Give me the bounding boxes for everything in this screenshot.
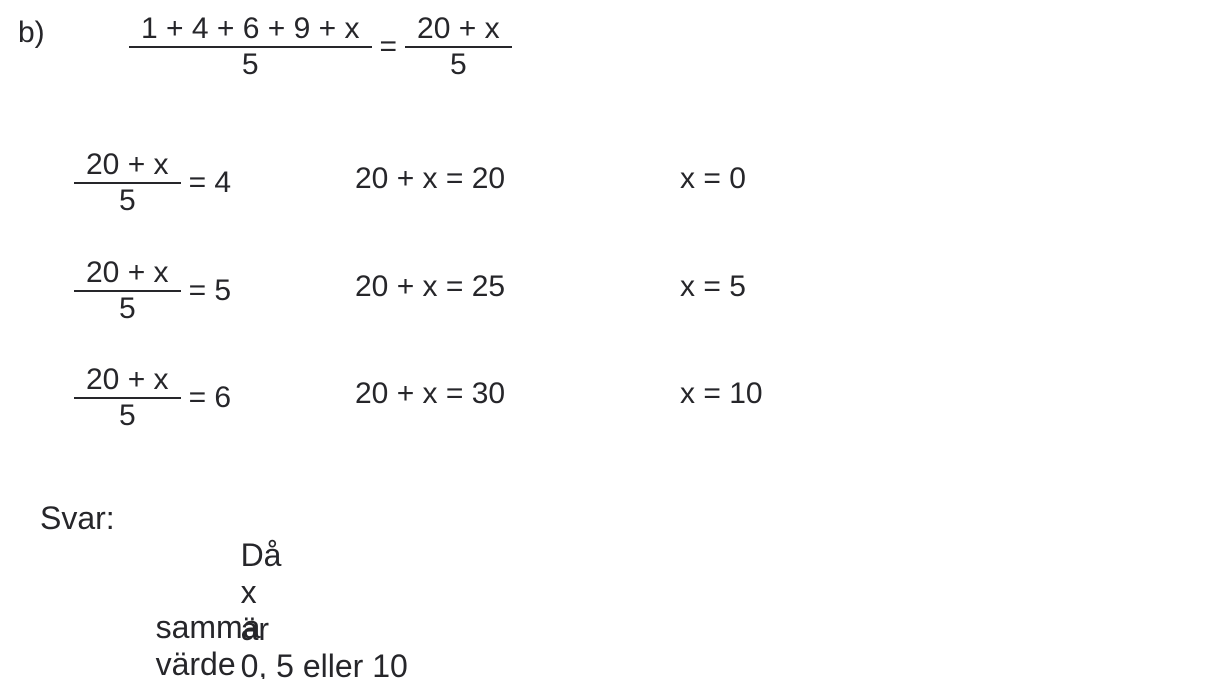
mean-rhs-numerator: 20 + x: [411, 14, 506, 46]
case-solution: x = 5: [680, 270, 746, 304]
case-step: 20 + x = 20: [355, 162, 505, 196]
case-frac-numerator: 20 + x: [80, 258, 175, 290]
case-fraction: 20 + x5 = 6: [80, 365, 231, 431]
mean-expression: 1 + 4 + 6 + 9 + x 5 = 20 + x 5: [135, 14, 506, 80]
case-frac-denominator: 5: [74, 290, 181, 324]
case-frac-denominator: 5: [74, 182, 181, 216]
case-solution: x = 0: [680, 162, 746, 196]
answer-word: värde: [156, 646, 236, 679]
answer-label: Svar:: [40, 500, 115, 537]
case-step: 20 + x = 30: [355, 377, 505, 411]
case-frac-equals: = 5: [189, 274, 232, 308]
answer-word: samma: [156, 609, 261, 645]
case-frac-numerator: 20 + x: [80, 150, 175, 182]
case-fraction: 20 + x5 = 4: [80, 150, 231, 216]
case-frac-equals: = 4: [189, 166, 232, 200]
case-frac-numerator: 20 + x: [80, 365, 175, 397]
case-fraction-inner: 20 + x5: [80, 150, 175, 216]
equals-sign: =: [380, 30, 398, 64]
mean-rhs-denominator: 5: [405, 46, 512, 80]
answer-word: Då: [241, 537, 282, 573]
answer-line-2: samma värde på median och medelvärde: [120, 572, 497, 679]
case-frac-denominator: 5: [74, 397, 181, 431]
mean-fraction-lhs: 1 + 4 + 6 + 9 + x 5: [135, 14, 366, 80]
case-step: 20 + x = 25: [355, 270, 505, 304]
case-solution: x = 10: [680, 377, 763, 411]
problem-label: b): [18, 16, 45, 50]
case-frac-equals: = 6: [189, 381, 232, 415]
mean-fraction-rhs: 20 + x 5: [411, 14, 506, 80]
case-fraction-inner: 20 + x5: [80, 258, 175, 324]
case-fraction: 20 + x5 = 5: [80, 258, 231, 324]
case-fraction-inner: 20 + x5: [80, 365, 175, 431]
mean-lhs-numerator: 1 + 4 + 6 + 9 + x: [135, 14, 366, 46]
mean-lhs-denominator: 5: [129, 46, 372, 80]
handwritten-math-page: b) 1 + 4 + 6 + 9 + x 5 = 20 + x 5 20 + x…: [0, 0, 1206, 679]
